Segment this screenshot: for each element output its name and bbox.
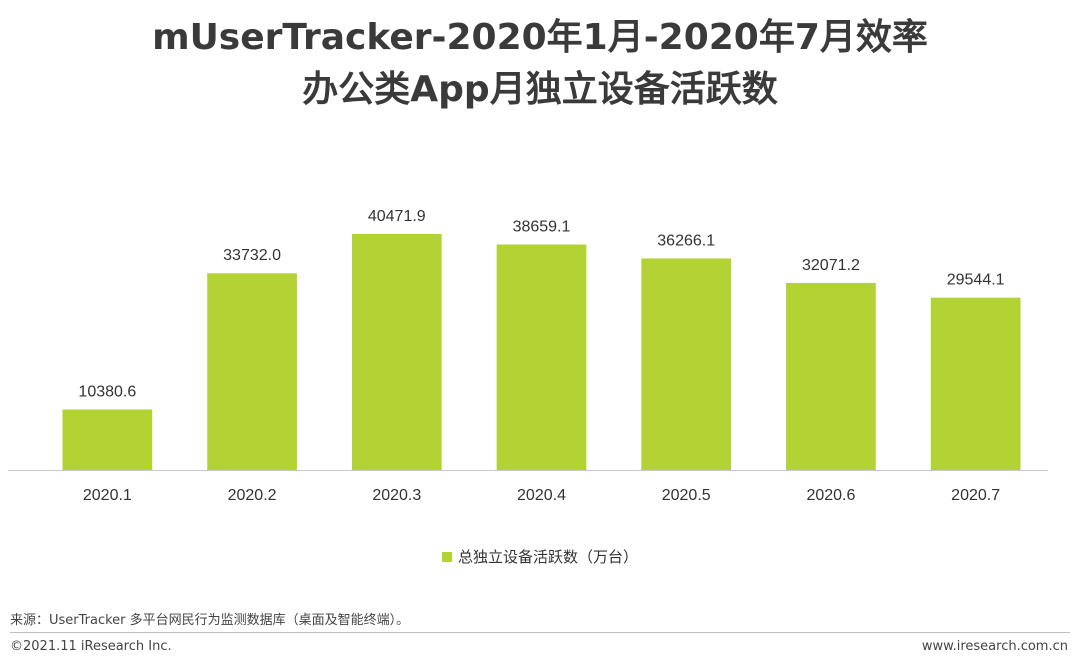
website-text: www.iresearch.com.cn: [921, 639, 1068, 654]
data-label-2020.1: 10380.6: [78, 383, 136, 400]
source-note: 来源：UserTracker 多平台网民行为监测数据库（桌面及智能终端）。: [10, 613, 410, 628]
data-label-2020.2: 33732.0: [223, 247, 281, 264]
x-tick-label-2020.2: 2020.2: [228, 487, 277, 504]
bar-2020.1: [62, 409, 153, 470]
bar-2020.4: [496, 244, 587, 470]
legend: 总独立设备活跃数（万台）: [0, 546, 1080, 567]
bars-layer: [62, 233, 1021, 470]
bar-2020.3: [351, 233, 442, 470]
chart-title: mUserTracker-2020年1月-2020年7月效率 办公类App月独立…: [0, 12, 1080, 116]
data-label-2020.5: 36266.1: [657, 232, 715, 249]
x-tick-label-2020.1: 2020.1: [83, 487, 132, 504]
x-tick-label-2020.7: 2020.7: [951, 487, 1000, 504]
footer-divider: [10, 632, 1070, 633]
chart-title-line1: mUserTracker-2020年1月-2020年7月效率: [152, 17, 928, 58]
x-tick-label-2020.3: 2020.3: [372, 487, 421, 504]
x-tick-label-2020.6: 2020.6: [806, 487, 855, 504]
data-label-2020.3: 40471.9: [368, 208, 426, 225]
bar-2020.2: [207, 273, 297, 470]
legend-swatch: [441, 551, 452, 562]
data-label-2020.4: 38659.1: [513, 218, 571, 235]
copyright-text: ©2021.11 iResearch Inc.: [10, 639, 172, 654]
bar-2020.7: [930, 297, 1021, 470]
labels-layer: 10380.6 2020.1 33732.0 2020.2 40471.9 2020.3 3…: [78, 208, 1004, 504]
x-tick-label-2020.5: 2020.5: [662, 487, 711, 504]
data-label-2020.7: 29544.1: [947, 272, 1005, 289]
bar-2020.6: [786, 282, 876, 470]
data-label-2020.6: 32071.2: [802, 257, 860, 274]
chart-title-line2: 办公类App月独立设备活跃数: [302, 69, 778, 110]
x-tick-label-2020.4: 2020.4: [517, 487, 566, 504]
bar-2020.5: [641, 258, 732, 470]
legend-label: 总独立设备活跃数（万台）: [457, 548, 638, 566]
